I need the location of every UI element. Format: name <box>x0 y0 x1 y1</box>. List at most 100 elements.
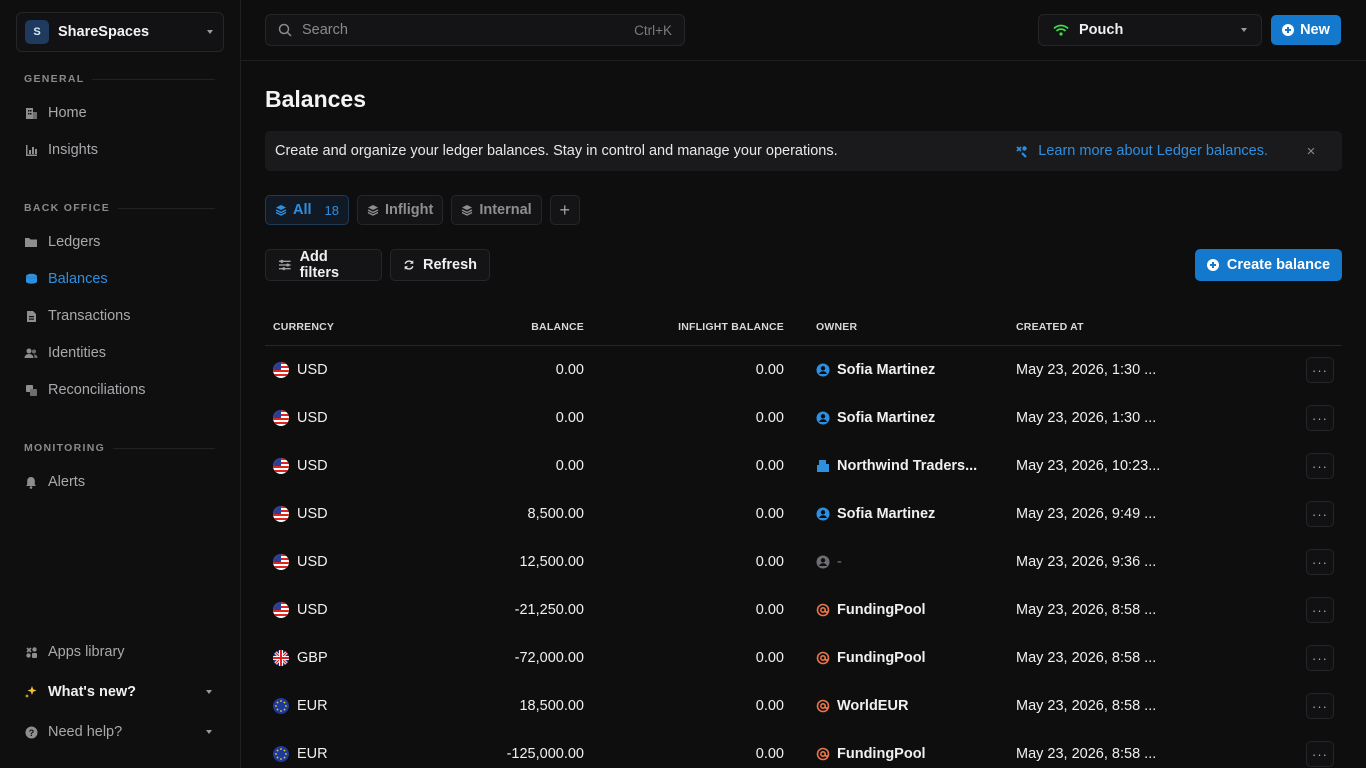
refresh-icon <box>404 260 414 270</box>
owner-cell[interactable]: Sofia Martinez <box>816 394 981 442</box>
owner-cell[interactable]: Sofia Martinez <box>816 346 981 394</box>
new-button[interactable]: New <box>1271 15 1341 45</box>
inflight-balance-cell: 0.00 <box>755 746 784 762</box>
row-actions: ··· <box>1306 442 1334 490</box>
table-row[interactable]: USD 0.00 0.00 Sofia Martinez May 23, 2026, 1… <box>265 394 1342 442</box>
owner-cell[interactable]: Sofia Martinez <box>816 490 981 538</box>
at-sign-icon <box>816 603 830 617</box>
owner-cell[interactable]: Northwind Traders... <box>816 442 981 490</box>
balance-cell: 0.00 <box>555 458 584 474</box>
sidebar-item-transactions[interactable]: Transactions <box>24 305 130 327</box>
inflight-balance-cell: 0.00 <box>755 602 784 618</box>
header-balance[interactable]: BALANCE <box>531 321 584 333</box>
header-inflight-balance[interactable]: INFLIGHT BALANCE <box>678 321 784 333</box>
balance-cell: 0.00 <box>555 362 584 378</box>
sidebar-item-ledgers[interactable]: Ledgers <box>24 231 100 253</box>
row-actions: ··· <box>1306 490 1334 538</box>
workspace-avatar: S <box>25 20 49 44</box>
bell-icon <box>24 475 38 489</box>
more-options-button[interactable]: ··· <box>1306 501 1334 527</box>
sidebar: S ShareSpaces GENERAL Home Insights BACK… <box>0 0 241 768</box>
table-row[interactable]: USD 8,500.00 0.00 Sofia Martinez May 23, 202… <box>265 490 1342 538</box>
table-row[interactable]: EUR -125,000.00 0.00 FundingPool May 23, 202… <box>265 730 1342 768</box>
need-help-menu[interactable]: ? Need help? <box>24 721 216 743</box>
table-row[interactable]: EUR 18,500.00 0.00 WorldEUR May 23, 2026, 8:… <box>265 682 1342 730</box>
at-sign-icon <box>816 699 830 713</box>
us-flag-icon <box>273 602 289 618</box>
table-row[interactable]: USD -21,250.00 0.00 FundingPool May 23, 2026… <box>265 586 1342 634</box>
building-icon <box>816 459 830 473</box>
table-row[interactable]: GBP -72,000.00 0.00 FundingPool May 23, 2026… <box>265 634 1342 682</box>
sidebar-item-reconciliations[interactable]: Reconciliations <box>24 379 146 401</box>
info-banner: Create and organize your ledger balances… <box>265 131 1342 171</box>
search-icon <box>278 23 292 37</box>
more-options-button[interactable]: ··· <box>1306 549 1334 575</box>
more-options-button[interactable]: ··· <box>1306 405 1334 431</box>
table-header: CURRENCY BALANCE INFLIGHT BALANCE OWNER … <box>265 311 1342 346</box>
inflight-balance-cell: 0.00 <box>755 410 784 426</box>
search-shortcut: Ctrl+K <box>634 22 672 38</box>
inflight-balance-cell: 0.00 <box>755 506 784 522</box>
add-filters-button[interactable]: Add filters <box>265 249 382 281</box>
at-sign-icon <box>816 747 830 761</box>
more-options-button[interactable]: ··· <box>1306 453 1334 479</box>
sidebar-item-home[interactable]: Home <box>24 102 87 124</box>
owner-cell[interactable]: WorldEUR <box>816 682 981 730</box>
more-options-button[interactable]: ··· <box>1306 645 1334 671</box>
tab-internal[interactable]: Internal <box>451 195 542 225</box>
owner-cell[interactable]: FundingPool <box>816 730 981 768</box>
table-row[interactable]: USD 12,500.00 0.00 - May 23, 2026, 9:36 ... ·… <box>265 538 1342 586</box>
currency-cell: USD <box>273 394 328 442</box>
topbar: Search Ctrl+K Pouch New <box>241 0 1366 61</box>
banner-message: Create and organize your ledger balances… <box>275 143 838 159</box>
header-owner[interactable]: OWNER <box>816 321 858 333</box>
sidebar-item-balances[interactable]: Balances <box>24 268 108 290</box>
created-at-cell: May 23, 2026, 1:30 ... <box>1016 362 1157 378</box>
us-flag-icon <box>273 458 289 474</box>
header-created-at[interactable]: CREATED AT <box>1016 321 1084 333</box>
tab-count: 18 <box>324 202 339 218</box>
row-actions: ··· <box>1306 538 1334 586</box>
table-row[interactable]: USD 0.00 0.00 Sofia Martinez May 23, 2026, 1… <box>265 346 1342 394</box>
tab-all[interactable]: All 18 <box>265 195 349 225</box>
apps-library-link[interactable]: Apps library <box>24 641 125 663</box>
add-tab-button[interactable]: + <box>549 195 580 225</box>
more-options-button[interactable]: ··· <box>1306 693 1334 719</box>
header-currency[interactable]: CURRENCY <box>273 321 335 333</box>
created-at-cell: May 23, 2026, 8:58 ... <box>1016 650 1157 666</box>
sidebar-item-insights[interactable]: Insights <box>24 139 98 161</box>
learn-more-link[interactable]: Learn more about Ledger balances. <box>1015 143 1268 159</box>
currency-cell: USD <box>273 346 328 394</box>
created-at-cell: May 23, 2026, 9:49 ... <box>1016 506 1157 522</box>
us-flag-icon <box>273 410 289 426</box>
sidebar-item-alerts[interactable]: Alerts <box>24 471 85 493</box>
person-icon <box>816 363 830 377</box>
ledger-selector[interactable]: Pouch <box>1038 14 1262 46</box>
layers-icon <box>275 205 287 216</box>
table-row[interactable]: USD 0.00 0.00 Northwind Traders... May 23, 2… <box>265 442 1342 490</box>
tab-inflight[interactable]: Inflight <box>357 195 444 225</box>
more-options-button[interactable]: ··· <box>1306 741 1334 767</box>
more-options-button[interactable]: ··· <box>1306 357 1334 383</box>
whats-new-menu[interactable]: What's new? <box>24 681 216 703</box>
balance-cell: -21,250.00 <box>514 602 584 618</box>
owner-cell[interactable]: FundingPool <box>816 586 981 634</box>
sidebar-item-identities[interactable]: Identities <box>24 342 106 364</box>
balance-cell: -72,000.00 <box>514 650 584 666</box>
more-options-button[interactable]: ··· <box>1306 597 1334 623</box>
created-at-cell: May 23, 2026, 8:58 ... <box>1016 602 1157 618</box>
reconcile-icon <box>24 383 38 397</box>
balance-cell: 18,500.00 <box>519 698 584 714</box>
workspace-switcher[interactable]: S ShareSpaces <box>16 12 224 52</box>
owner-cell[interactable]: - <box>816 538 981 586</box>
balance-tabs: All 18 Inflight Internal + <box>265 195 580 225</box>
create-balance-button[interactable]: Create balance <box>1195 249 1342 281</box>
close-icon[interactable]: × <box>1306 142 1316 160</box>
eu-flag-icon <box>273 698 289 714</box>
search-input[interactable]: Search Ctrl+K <box>265 14 685 46</box>
balance-cell: 12,500.00 <box>519 554 584 570</box>
owner-cell[interactable]: FundingPool <box>816 634 981 682</box>
table-body: USD 0.00 0.00 Sofia Martinez May 23, 2026, 1… <box>265 346 1342 768</box>
person-icon <box>816 411 830 425</box>
refresh-button[interactable]: Refresh <box>390 249 490 281</box>
